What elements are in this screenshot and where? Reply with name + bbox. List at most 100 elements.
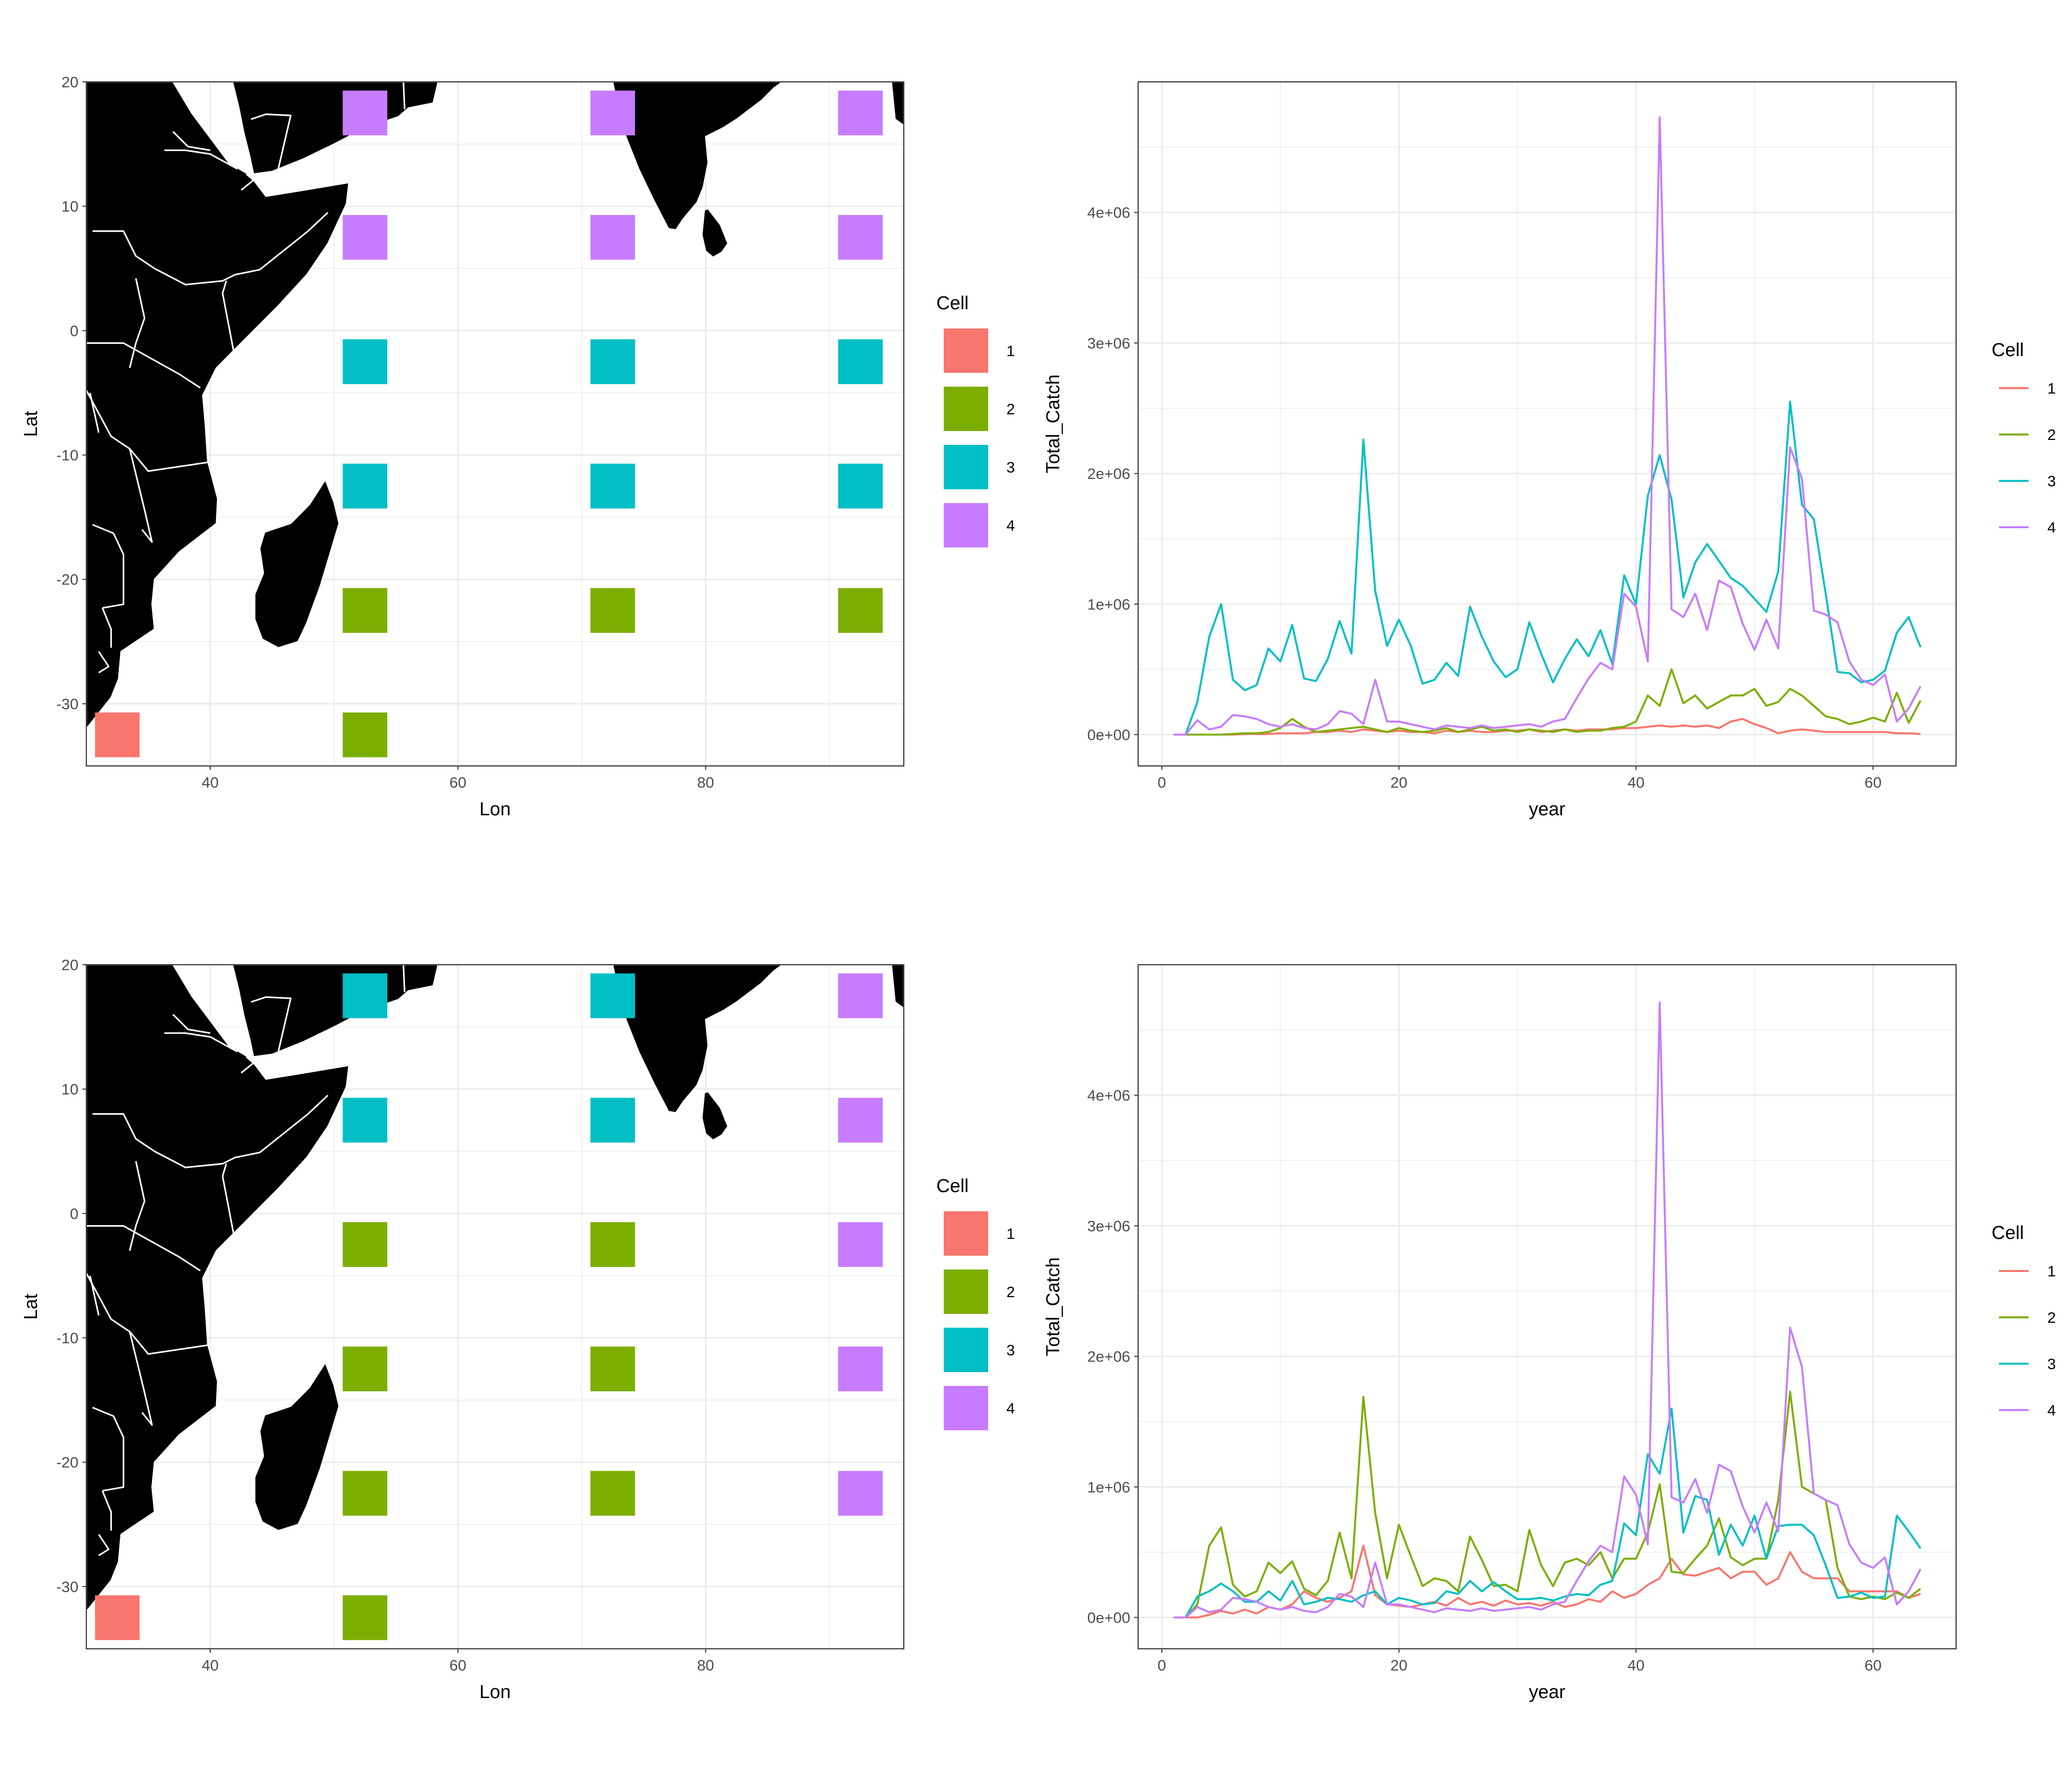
x-axis-title: year	[1529, 1682, 1565, 1703]
map-panel-top: 40 60 80 -30 -20 -10 0 10 20 Lon Lat Cell 1 2 3 4	[21, 73, 1015, 820]
sri-lanka-landmass	[701, 208, 729, 258]
legend-label: 2	[1006, 400, 1015, 418]
cell-tile-3	[590, 973, 635, 1018]
map-panel-border	[85, 964, 905, 1650]
chart-panel-border	[1137, 81, 1957, 767]
cell-tile-2	[342, 588, 388, 633]
y-tick-label: 2e+06	[1087, 465, 1130, 482]
cell-tile-2	[838, 588, 883, 633]
chart-axes: 0 20 40 60 0e+00 1e+06 2e+06 3e+06 4e+06 year Tota…	[1043, 1087, 1882, 1703]
country-border	[92, 230, 155, 269]
country-border	[129, 278, 146, 368]
y-tick-label: 0	[70, 322, 78, 339]
x-tick-label: 60	[1865, 1657, 1882, 1674]
country-border	[222, 1163, 235, 1235]
country-border	[92, 524, 124, 609]
y-tick-label: -10	[56, 447, 78, 464]
y-tick-label: 0e+00	[1087, 1609, 1130, 1626]
chart-plot-background	[1138, 82, 1956, 766]
cell-tile-2	[342, 1222, 388, 1267]
series-lines	[1174, 116, 1922, 736]
country-border	[172, 131, 211, 151]
country-border	[240, 173, 255, 191]
legend-title: Cell	[1992, 1223, 2024, 1243]
y-tick-label: -10	[56, 1330, 78, 1347]
legend-label: 2	[1006, 1283, 1015, 1301]
cell-tile-3	[342, 464, 388, 508]
chart-legend: Cell 1 2 3 4	[1992, 1223, 2056, 1419]
country-border	[102, 608, 112, 648]
cell-tile-3	[590, 464, 635, 508]
country-border	[98, 1534, 110, 1557]
cell-tile-2	[590, 1346, 635, 1391]
country-border	[129, 1331, 153, 1426]
y-tick-label: 20	[62, 73, 78, 91]
x-tick-label: 40	[1628, 1657, 1644, 1674]
cell-tile-4	[590, 215, 635, 260]
country-border	[129, 1161, 146, 1251]
cell-tile-2	[342, 1471, 388, 1516]
country-border	[154, 1094, 329, 1168]
x-tick-label: 80	[697, 1657, 714, 1674]
y-tick-label: 3e+06	[1087, 1217, 1130, 1234]
cell-tile-4	[838, 1471, 883, 1516]
legend-key-4	[944, 1386, 988, 1430]
country-border	[98, 651, 110, 674]
y-tick-label: 4e+06	[1087, 1087, 1130, 1104]
southeast-asia-landmass	[890, 82, 904, 126]
y-tick-label: 3e+06	[1087, 334, 1130, 352]
cell-tile-4	[838, 1346, 883, 1391]
y-tick-label: 10	[62, 198, 78, 215]
legend-title: Cell	[936, 1176, 968, 1197]
madagascar-landmass	[254, 479, 340, 649]
country-border	[89, 393, 100, 433]
x-tick-label: 0	[1157, 1657, 1166, 1674]
cell-tile-4	[342, 215, 388, 260]
cell-tile-4	[838, 973, 883, 1018]
cell-tile-2	[342, 1346, 388, 1391]
legend-key-2	[944, 1270, 988, 1314]
legend-key-4	[944, 503, 988, 547]
cell-tile-3	[342, 339, 388, 384]
y-tick-label: -30	[56, 1578, 78, 1596]
chart-panel-border	[1137, 964, 1957, 1650]
legend-label: 3	[2047, 1355, 2056, 1373]
legend-label: 4	[1006, 517, 1015, 534]
country-border	[403, 82, 406, 109]
series-line-cell-4	[1174, 116, 1922, 736]
series-line-cell-4	[1174, 1001, 1922, 1619]
chart-axes: 0 20 40 60 0e+00 1e+06 2e+06 3e+06 4e+06 year Tota…	[1043, 204, 1882, 820]
legend-label: 1	[1006, 1225, 1015, 1242]
y-tick-label: -20	[56, 1454, 78, 1471]
cell-tile-1	[95, 1595, 140, 1640]
country-border	[92, 1407, 124, 1492]
legend-title: Cell	[1992, 340, 2024, 361]
catch-chart-top: 0 20 40 60 0e+00 1e+06 2e+06 3e+06 4e+06 year Tota…	[1043, 81, 2056, 820]
y-tick-label: 0e+00	[1087, 726, 1130, 743]
map-legend: Cell 1 2 3 4	[936, 1176, 1015, 1430]
legend-label: 3	[2047, 472, 2056, 490]
country-border	[86, 1225, 201, 1271]
southeast-asia-landmass	[890, 965, 904, 1009]
x-tick-label: 80	[697, 774, 714, 791]
y-tick-label: 4e+06	[1087, 204, 1130, 221]
x-tick-label: 20	[1390, 774, 1407, 791]
cell-tile-2	[342, 712, 388, 758]
legend-label: 2	[2047, 1309, 2056, 1326]
y-tick-label: 2e+06	[1087, 1348, 1130, 1365]
x-tick-label: 0	[1157, 774, 1166, 791]
country-border	[102, 1490, 112, 1531]
legend-label: 2	[2047, 426, 2056, 443]
map-panel-bottom: 40 60 80 -30 -20 -10 0 10 20 Lon Lat Cell 1 2 3 4	[21, 956, 1015, 1703]
x-tick-label: 40	[1628, 774, 1644, 791]
series-line-cell-3	[1174, 1408, 1922, 1619]
legend-key-1	[944, 328, 988, 373]
series-line-cell-1	[1174, 1544, 1921, 1619]
cell-tile-4	[590, 90, 635, 136]
country-border	[164, 149, 238, 170]
country-border	[86, 1272, 216, 1355]
y-axis-title: Lat	[21, 411, 41, 437]
legend-label: 4	[1006, 1400, 1015, 1417]
map-axes: 40 60 80 -30 -20 -10 0 10 20 Lon Lat	[21, 73, 714, 820]
